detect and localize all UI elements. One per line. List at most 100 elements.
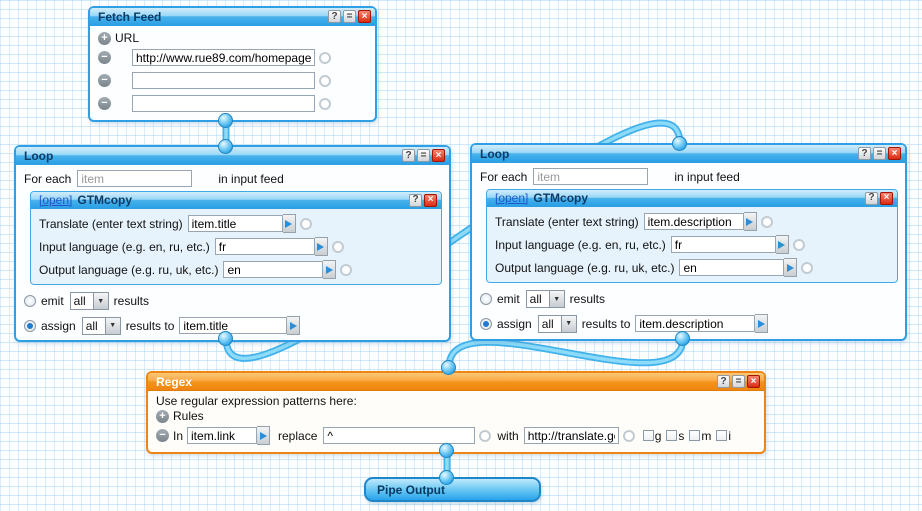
assign-target-input[interactable] — [635, 315, 756, 332]
loop-left-titlebar[interactable]: Loop ? = × — [16, 147, 449, 165]
emit-radio[interactable] — [480, 293, 492, 305]
url-input-2[interactable] — [132, 72, 315, 89]
input-language-terminal[interactable] — [331, 240, 344, 253]
url-terminal-3[interactable] — [319, 97, 331, 110]
add-url-icon[interactable]: + — [98, 31, 111, 45]
assign-target-input[interactable] — [179, 317, 288, 334]
regex-titlebar[interactable]: Regex ? = × — [148, 373, 764, 391]
url-input-3[interactable] — [132, 95, 315, 112]
rule-replace-input[interactable] — [323, 427, 476, 444]
output-language-input[interactable] — [679, 259, 785, 276]
dropdown-icon[interactable]: ▼ — [93, 292, 109, 310]
help-icon[interactable]: ? — [717, 375, 730, 388]
translate-terminal[interactable] — [760, 215, 773, 228]
emit-select-value[interactable]: all — [525, 290, 550, 308]
loop-right-output-connector[interactable] — [675, 331, 690, 346]
translate-input[interactable] — [187, 215, 283, 232]
url-label: URL — [115, 31, 140, 45]
loop-left-input-connector[interactable] — [218, 139, 233, 154]
close-icon[interactable]: × — [424, 193, 437, 207]
collapse-icon[interactable]: = — [873, 147, 886, 160]
input-language-terminal[interactable] — [792, 238, 805, 251]
help-icon[interactable]: ? — [865, 191, 878, 205]
gtmcopy-titlebar[interactable]: [open] GTMcopy ? × — [487, 190, 897, 207]
rule-in-input[interactable] — [187, 427, 258, 444]
url-input-1[interactable] — [132, 49, 315, 66]
wire-param-icon[interactable] — [287, 316, 301, 335]
remove-url-icon[interactable]: − — [98, 97, 111, 110]
output-language-terminal[interactable] — [340, 263, 353, 276]
pipe-output-input-connector[interactable] — [439, 470, 454, 485]
emit-select[interactable]: all ▼ — [525, 290, 565, 308]
assign-select[interactable]: all ▼ — [537, 314, 577, 333]
url-terminal-2[interactable] — [319, 74, 331, 87]
flag-i-checkbox[interactable] — [716, 430, 728, 441]
loop-left-output-connector[interactable] — [218, 331, 233, 346]
collapse-icon[interactable]: = — [343, 10, 356, 23]
help-icon[interactable]: ? — [328, 10, 341, 23]
flag-s-checkbox[interactable] — [666, 430, 678, 441]
flag-m-checkbox[interactable] — [689, 430, 701, 441]
flag-g-label: g — [654, 428, 662, 443]
close-icon[interactable]: × — [358, 10, 371, 23]
dropdown-icon[interactable]: ▼ — [561, 314, 577, 333]
help-icon[interactable]: ? — [409, 193, 422, 207]
close-icon[interactable]: × — [747, 375, 760, 388]
dropdown-icon[interactable]: ▼ — [549, 290, 565, 308]
input-language-input[interactable] — [670, 236, 776, 253]
wire-param-icon[interactable] — [282, 214, 296, 233]
close-icon[interactable]: × — [432, 149, 445, 162]
input-language-input[interactable] — [214, 238, 315, 255]
wire-param-icon[interactable] — [743, 212, 757, 231]
assign-label: assign — [497, 316, 532, 331]
emit-radio[interactable] — [24, 295, 36, 307]
assign-select-value[interactable]: all — [81, 316, 106, 335]
gtmcopy-titlebar[interactable]: [open] GTMcopy ? × — [31, 192, 441, 209]
help-icon[interactable]: ? — [402, 149, 415, 162]
flag-g-checkbox[interactable] — [642, 430, 654, 441]
loop-right-titlebar[interactable]: Loop ? = × — [472, 145, 905, 163]
assign-radio[interactable] — [480, 317, 492, 330]
translate-input[interactable] — [643, 213, 744, 230]
collapse-icon[interactable]: = — [417, 149, 430, 162]
emit-select-value[interactable]: all — [69, 292, 94, 310]
wire-param-icon[interactable] — [314, 237, 328, 256]
emit-select[interactable]: all ▼ — [69, 292, 109, 310]
regex-output-connector[interactable] — [439, 443, 454, 458]
for-each-input[interactable] — [77, 170, 193, 187]
loop-right-input-connector[interactable] — [672, 136, 687, 151]
wire-param-icon[interactable] — [257, 426, 271, 445]
close-icon[interactable]: × — [880, 191, 893, 205]
wire-param-icon[interactable] — [755, 314, 769, 333]
wire-param-icon[interactable] — [323, 260, 337, 279]
close-icon[interactable]: × — [888, 147, 901, 160]
output-language-input[interactable] — [223, 261, 324, 278]
dropdown-icon[interactable]: ▼ — [105, 316, 121, 335]
output-language-terminal[interactable] — [801, 261, 814, 274]
with-terminal[interactable] — [622, 429, 635, 442]
remove-url-icon[interactable]: − — [98, 51, 111, 64]
fetch-feed-titlebar[interactable]: Fetch Feed ? = × — [90, 8, 375, 26]
regex-title: Regex — [156, 374, 193, 389]
translate-terminal[interactable] — [299, 217, 312, 230]
collapse-icon[interactable]: = — [732, 375, 745, 388]
for-each-input[interactable] — [533, 168, 649, 185]
fetch-feed-output-connector[interactable] — [218, 113, 233, 128]
replace-terminal[interactable] — [479, 429, 492, 442]
in-feed-label: in input feed — [218, 171, 284, 186]
open-link[interactable]: [open] — [39, 193, 73, 207]
rule-with-input[interactable] — [523, 427, 619, 444]
open-link[interactable]: [open] — [495, 191, 529, 205]
wire-param-icon[interactable] — [784, 258, 798, 277]
url-terminal-1[interactable] — [319, 51, 331, 64]
module-fetch-feed: Fetch Feed ? = × + URL − − − — [88, 6, 377, 122]
assign-select[interactable]: all ▼ — [81, 316, 121, 335]
help-icon[interactable]: ? — [858, 147, 871, 160]
assign-select-value[interactable]: all — [537, 314, 562, 333]
remove-url-icon[interactable]: − — [98, 74, 111, 87]
assign-radio[interactable] — [24, 319, 36, 332]
wire-param-icon[interactable] — [775, 235, 789, 254]
add-rule-icon[interactable]: + — [156, 409, 169, 423]
regex-input-connector[interactable] — [441, 360, 456, 375]
remove-rule-icon[interactable]: − — [156, 429, 169, 442]
